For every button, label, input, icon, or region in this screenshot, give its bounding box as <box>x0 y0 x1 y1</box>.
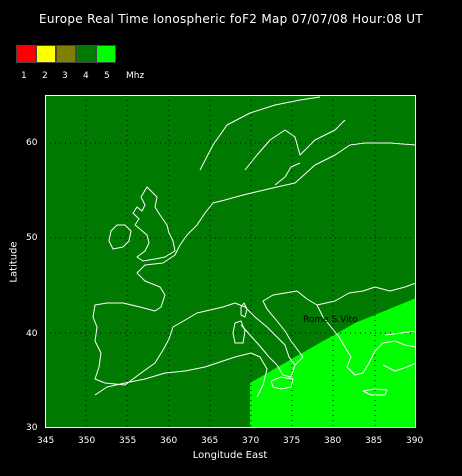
map-grid <box>45 95 416 428</box>
coastlines <box>92 96 416 398</box>
map-frame <box>45 95 416 428</box>
x-tick-390: 390 <box>406 436 424 446</box>
y-axis-label: Latitude <box>8 241 20 283</box>
map-title: Europe Real Time Ionospheric foF2 Map 07… <box>38 12 424 26</box>
legend-label-5: 5 <box>104 71 110 81</box>
x-tick-360: 360 <box>160 436 178 446</box>
legend-label-2: 2 <box>42 71 48 81</box>
x-tick-365: 365 <box>201 436 219 446</box>
legend-unit: Mhz <box>126 71 145 81</box>
x-tick-385: 385 <box>365 436 383 446</box>
legend-label-1: 1 <box>21 71 27 81</box>
y-tick-50: 50 <box>26 233 38 243</box>
legend-swatch-3 <box>56 45 76 63</box>
ionospheric-map: Rome S.Vito <box>45 95 416 428</box>
x-tick-380: 380 <box>324 436 342 446</box>
legend-swatch-4 <box>76 45 96 63</box>
legend-swatch-5 <box>96 45 116 63</box>
x-tick-350: 350 <box>78 436 96 446</box>
legend-label-4: 4 <box>83 71 89 81</box>
y-tick-30: 30 <box>26 423 38 433</box>
legend-label-3: 3 <box>62 71 68 81</box>
x-tick-355: 355 <box>119 436 137 446</box>
y-tick-60: 60 <box>26 138 38 148</box>
x-axis-label: Longitude East <box>192 450 268 461</box>
x-tick-345: 345 <box>37 436 55 446</box>
x-tick-370: 370 <box>242 436 260 446</box>
legend-swatch-1 <box>16 45 36 63</box>
station-label-rome: Rome S.Vito <box>303 315 358 325</box>
x-tick-375: 375 <box>283 436 301 446</box>
colour-legend <box>16 45 116 63</box>
y-tick-40: 40 <box>26 329 38 339</box>
legend-swatch-2 <box>36 45 56 63</box>
